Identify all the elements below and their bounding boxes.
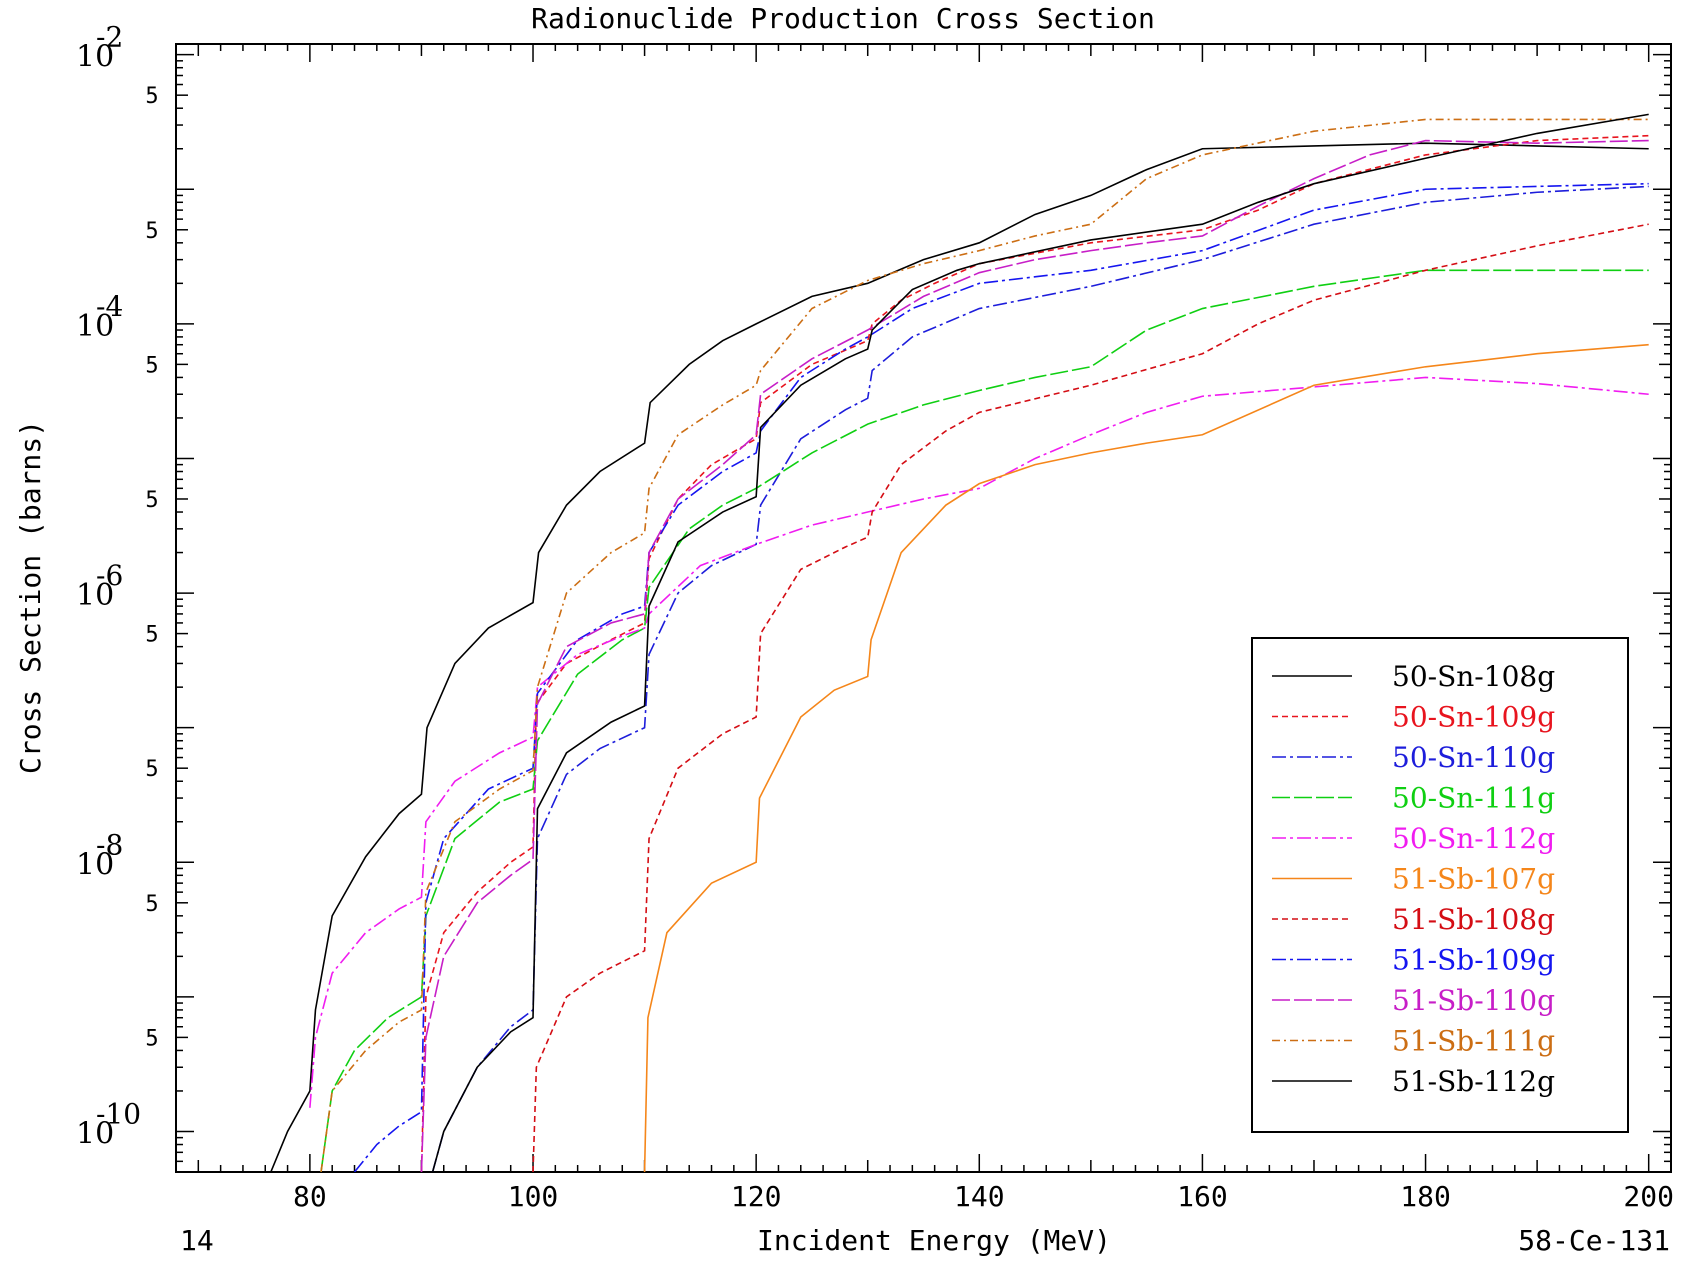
x-tick-label: 140 [954, 1180, 1005, 1213]
y-minor-label: 5 [145, 757, 158, 782]
axis-ticks [176, 44, 1671, 1172]
y-major-label: 10-10 [76, 1097, 141, 1151]
y-axis-label: Cross Section (barns) [14, 420, 47, 774]
y-major-label: 10-6 [76, 559, 123, 613]
plot-frame [175, 43, 1672, 1173]
series-line-51-Sb-108g [532, 223, 1649, 1172]
footer-left: 14 [180, 1224, 214, 1257]
y-minor-label: 5 [145, 353, 158, 378]
legend-label: 50-Sn-111g [1392, 782, 1555, 815]
legend-label: 51-Sb-108g [1392, 903, 1555, 936]
y-label-base: 10 [76, 847, 114, 882]
legend-label: 51-Sb-107g [1392, 863, 1555, 896]
chart-title: Radionuclide Production Cross Section [531, 2, 1155, 35]
x-tick-label: 120 [731, 1180, 782, 1213]
legend-label: 51-Sb-111g [1392, 1025, 1555, 1058]
x-tick-label: 100 [508, 1180, 559, 1213]
y-label-base: 10 [76, 578, 114, 613]
y-label-base: 10 [76, 1116, 114, 1151]
legend-label: 51-Sb-110g [1392, 984, 1555, 1017]
series-line-50-Sn-109g [420, 134, 1649, 1172]
series-line-50-Sn-108g [270, 142, 1649, 1172]
x-tick-label: 180 [1400, 1180, 1451, 1213]
legend-label: 50-Sn-108g [1392, 660, 1555, 693]
y-label-exponent: -10 [96, 1097, 141, 1130]
y-minor-label: 5 [145, 623, 158, 648]
legend-label: 51-Sb-112g [1392, 1065, 1555, 1098]
x-tick-label: 160 [1177, 1180, 1228, 1213]
x-axis-label: Incident Energy (MeV) [757, 1224, 1111, 1257]
y-minor-label: 5 [145, 219, 158, 244]
y-label-base: 10 [76, 309, 114, 344]
x-tick-label: 200 [1623, 1180, 1674, 1213]
y-major-label: 10-8 [76, 828, 123, 882]
legend-label: 51-Sb-109g [1392, 944, 1555, 977]
series-group [270, 113, 1649, 1172]
y-minor-label: 5 [145, 1026, 158, 1051]
y-label-exponent: -2 [96, 21, 123, 54]
y-minor-label: 5 [145, 892, 158, 917]
series-line-51-Sb-111g [320, 118, 1649, 1172]
footer-right: 58-Ce-131 [1518, 1224, 1670, 1257]
y-major-label: 10-4 [76, 290, 123, 344]
legend: 50-Sn-108g 50-Sn-109g 50-Sn-110g 50-Sn-111g… [1251, 637, 1629, 1133]
y-label-base: 10 [76, 40, 114, 75]
x-tick-labels: 80 100 120 140 160 180 200 [293, 1180, 1674, 1213]
legend-label: 50-Sn-112g [1392, 822, 1555, 855]
y-label-exponent: -4 [96, 290, 123, 323]
y-label-exponent: -6 [96, 559, 123, 592]
series-line-50-Sn-110g [431, 185, 1649, 1172]
series-line-51-Sb-112g [431, 113, 1649, 1172]
y-minor-label: 5 [145, 488, 158, 513]
y-label-exponent: -8 [96, 828, 123, 861]
series-line-51-Sb-107g [643, 343, 1649, 1172]
legend-label: 50-Sn-109g [1392, 701, 1555, 734]
legend-box [1251, 637, 1629, 1133]
legend-label: 50-Sn-110g [1392, 741, 1555, 774]
x-tick-label: 80 [293, 1180, 327, 1213]
y-major-label: 10-2 [76, 21, 123, 75]
y-minor-label: 5 [145, 84, 158, 109]
